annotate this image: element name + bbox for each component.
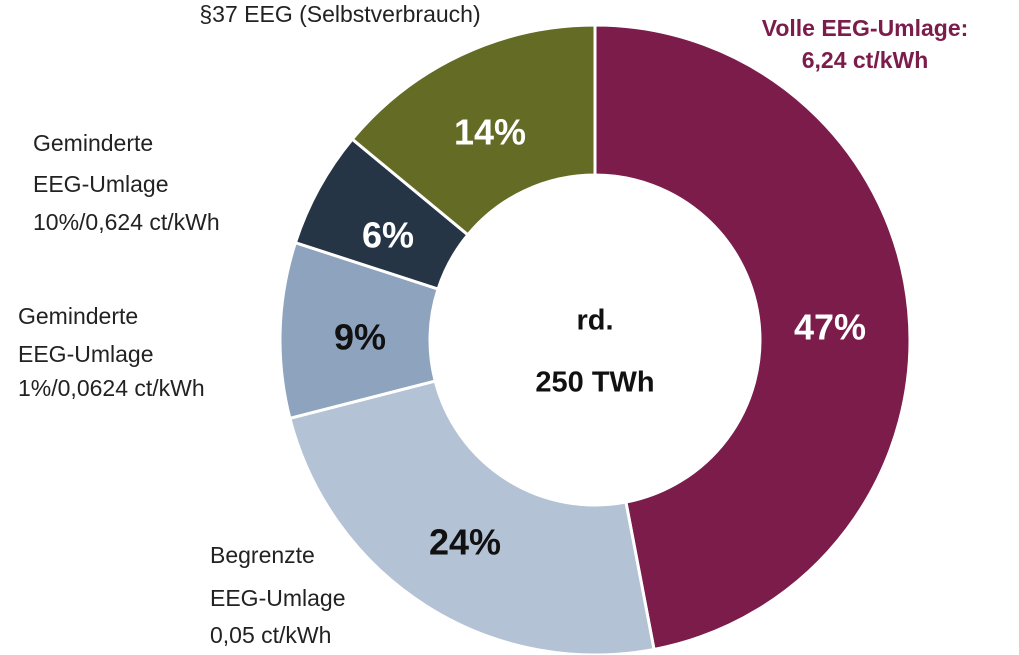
category-label: 10%/0,624 ct/kWh (33, 209, 220, 235)
value-label: 47% (794, 307, 866, 348)
value-label: 14% (454, 112, 526, 153)
category-label: EEG-Umlage (18, 341, 153, 367)
value-label: 6% (362, 215, 414, 256)
value-label: 9% (334, 317, 386, 358)
category-label: EEG-Umlage (33, 171, 168, 197)
category-label: 1%/0,0624 ct/kWh (18, 375, 205, 401)
category-label: EEG-Umlage (210, 585, 345, 611)
category-label: Geminderte (18, 303, 138, 329)
category-label: Volle EEG-Umlage: (762, 15, 969, 41)
donut-slice (593, 23, 912, 652)
value-label: 24% (429, 522, 501, 563)
category-label: Geminderte (33, 130, 153, 156)
center-label: 250 TWh (535, 367, 654, 399)
donut-slice (288, 379, 656, 655)
category-label: 6,24 ct/kWh (802, 47, 929, 73)
center-label: rd. (576, 305, 613, 337)
category-label: Begrenzte (210, 542, 315, 568)
category-label: 0,05 ct/kWh (210, 622, 331, 648)
donut-slice (350, 23, 597, 237)
category-label: §37 EEG (Selbstverbrauch) (199, 1, 480, 27)
